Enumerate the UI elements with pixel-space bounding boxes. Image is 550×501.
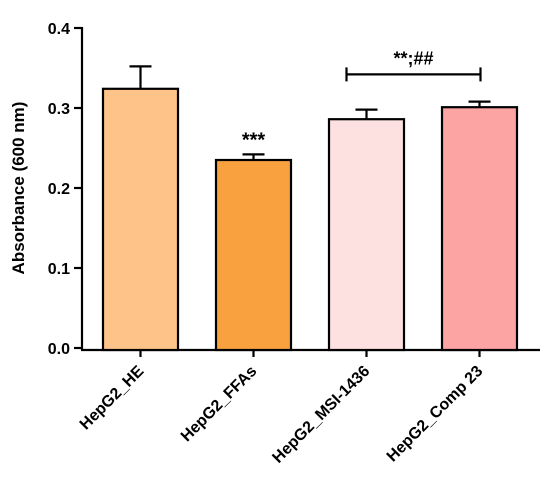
bar <box>327 118 406 352</box>
bar <box>101 87 180 352</box>
bar <box>440 106 519 352</box>
bars <box>101 65 519 352</box>
y-axis: 0.0 0.1 0.2 0.3 0.4 <box>48 21 84 358</box>
y-tick-label: 0.2 <box>48 181 70 198</box>
x-tick-label: HepG2_FFAs <box>178 363 261 446</box>
y-tick-label: 0.1 <box>48 261 70 278</box>
annotations: *** **;## <box>242 48 482 151</box>
significance-label: *** <box>242 129 266 151</box>
bracket-label: **;## <box>393 48 433 68</box>
bar <box>214 158 293 352</box>
x-tick-label: HepG2_MSI-1436 <box>269 363 373 467</box>
y-tick-label: 0.3 <box>48 101 70 118</box>
x-tick-label: HepG2_HE <box>77 363 148 434</box>
x-axis: HepG2_HE HepG2_FFAs HepG2_MSI-1436 HepG2_Co… <box>77 348 540 467</box>
x-tick-label: HepG2_Comp 23 <box>384 363 487 466</box>
y-tick-label: 0.4 <box>48 21 70 38</box>
y-tick-label: 0.0 <box>48 341 70 358</box>
y-axis-label: Absorbance (600 nm) <box>9 102 28 275</box>
